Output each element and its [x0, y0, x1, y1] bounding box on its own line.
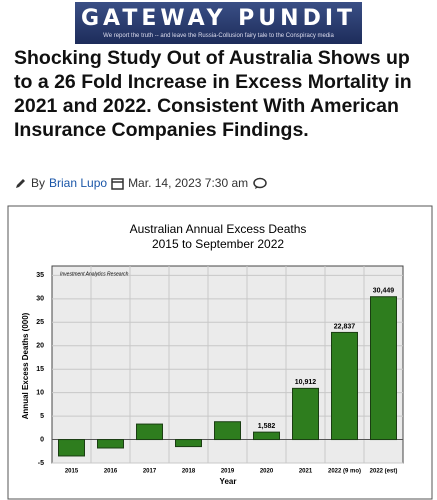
y-tick-label: 20 [36, 343, 44, 350]
y-tick-label: 25 [36, 319, 44, 326]
logo-tagline: We report the truth -- and leave the Rus… [103, 33, 334, 39]
y-tick-label: 0 [40, 436, 44, 443]
x-tick-label: 2021 [299, 469, 313, 475]
bar [214, 421, 241, 441]
x-tick-label: 2016 [104, 469, 118, 475]
x-tick-label: 2022 (est) [370, 469, 398, 475]
byline: By Brian Lupo Mar. 14, 2023 7:30 am [14, 176, 268, 190]
y-tick-label: 5 [40, 413, 44, 420]
bar [370, 296, 397, 441]
x-tick-label: 2022 (9 mo) [328, 469, 361, 475]
value-label: 22,837 [334, 323, 356, 330]
y-tick-label: -5 [38, 460, 44, 467]
bar [331, 331, 358, 441]
site-logo[interactable]: GATEWAY PUNDIT We report the truth -- an… [75, 2, 362, 44]
value-label: 1,582 [258, 423, 276, 430]
chart-subtitle: 2015 to September 2022 [152, 237, 284, 251]
value-label: 30,449 [373, 288, 395, 295]
source-note: Investment Analytics Research [60, 271, 129, 277]
y-tick-label: 30 [36, 296, 44, 303]
bar [292, 387, 319, 441]
value-label: 10,912 [295, 379, 317, 386]
bar [97, 439, 124, 449]
author-link[interactable]: Brian Lupo [49, 176, 108, 190]
comment-icon[interactable] [252, 177, 268, 190]
logo-text: GATEWAY PUNDIT [80, 6, 357, 31]
headline: Shocking Study Out of Australia Shows up… [14, 47, 412, 141]
x-tick-label: 2020 [260, 469, 274, 475]
pencil-icon [16, 178, 25, 188]
chart: Australian Annual Excess Deaths 2015 to … [7, 205, 433, 500]
bar [175, 439, 202, 448]
chart-title: Australian Annual Excess Deaths [130, 222, 307, 236]
x-tick-label: 2015 [65, 469, 79, 475]
x-axis-label: Year [220, 477, 237, 486]
y-axis-label: Annual Excess Deaths (000) [21, 312, 30, 419]
bar [136, 423, 163, 441]
x-tick-label: 2019 [221, 469, 235, 475]
bar [58, 439, 85, 457]
date: Mar. 14, 2023 7:30 am [128, 176, 249, 190]
y-tick-label: 35 [36, 272, 44, 279]
calendar-icon [111, 177, 124, 190]
byline-prefix: By [31, 176, 46, 190]
y-tick-label: 15 [36, 366, 44, 373]
bar [253, 431, 280, 441]
x-tick-label: 2017 [143, 469, 157, 475]
y-tick-label: 10 [36, 389, 44, 396]
x-tick-label: 2018 [182, 469, 196, 475]
